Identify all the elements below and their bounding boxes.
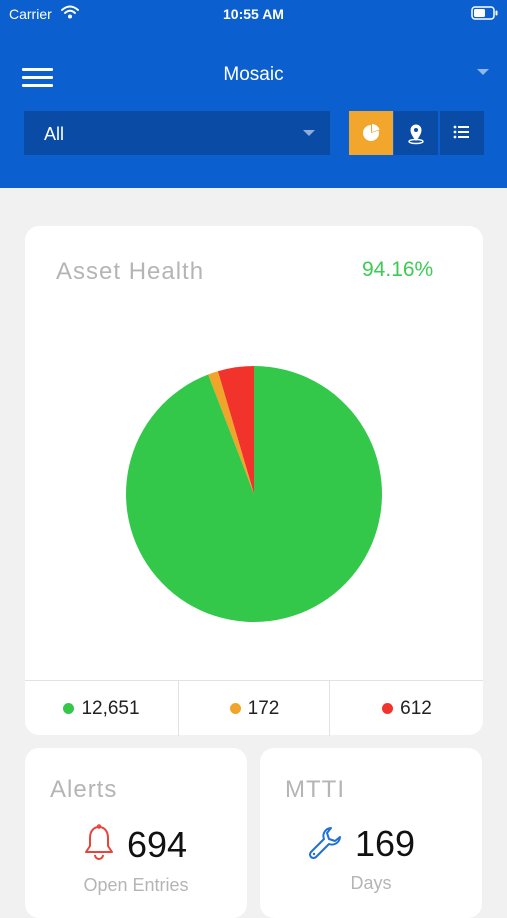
alerts-title: Alerts [50, 776, 118, 803]
app-header: Carrier 10:55 AM Mosaic All [0, 0, 507, 188]
legend-dot-warning [229, 703, 241, 714]
filter-select[interactable]: All [24, 111, 330, 155]
hamburger-menu-icon[interactable] [22, 66, 54, 88]
asset-health-pie-chart [25, 226, 483, 681]
wifi-icon [61, 5, 79, 22]
mtti-title: MTTI [285, 776, 345, 803]
pie-chart-view-button[interactable] [349, 111, 393, 155]
asset-health-title: Asset Health [56, 258, 205, 285]
asset-health-card[interactable]: Asset Health 94.16% 12,651 172 612 [25, 226, 483, 736]
list-view-button[interactable] [440, 111, 484, 155]
bell-icon [83, 824, 115, 867]
mtti-value: 169 [355, 823, 416, 864]
pie-slice-healthy[interactable] [126, 366, 382, 622]
map-pin-icon [408, 124, 424, 145]
alerts-value: 694 [127, 824, 188, 865]
legend-item-warning[interactable]: 172 [178, 681, 330, 736]
chevron-down-icon[interactable] [477, 69, 489, 75]
legend-item-critical[interactable]: 612 [329, 681, 484, 736]
legend-value-healthy: 12,651 [81, 697, 140, 719]
map-view-button[interactable] [394, 111, 438, 155]
asset-health-legend: 12,651 172 612 [25, 680, 483, 736]
legend-item-healthy[interactable]: 12,651 [25, 681, 178, 736]
legend-dot-healthy [63, 703, 75, 714]
legend-dot-critical [382, 703, 394, 714]
asset-health-percent: 94.16% [362, 258, 434, 281]
pie-slice-warning[interactable] [208, 371, 254, 494]
mtti-card[interactable]: MTTI 169 Days [260, 748, 482, 918]
status-bar: Carrier 10:55 AM [0, 0, 507, 30]
list-icon [453, 125, 469, 139]
app-title: Mosaic [223, 64, 284, 85]
pie-chart-svg [126, 366, 382, 622]
mtti-caption: Days [350, 873, 392, 893]
legend-value-critical: 612 [400, 697, 432, 719]
pie-slice-critical[interactable] [217, 366, 254, 494]
alerts-card[interactable]: Alerts 694 Open Entries [25, 748, 247, 918]
wrench-icon [307, 825, 343, 866]
status-time: 10:55 AM [223, 6, 284, 22]
alerts-caption: Open Entries [83, 875, 189, 895]
carrier-label: Carrier [9, 6, 52, 22]
legend-value-warning: 172 [247, 697, 280, 719]
battery-icon [471, 6, 499, 23]
dropdown-caret-icon [303, 130, 315, 136]
pie-chart-icon [363, 124, 380, 141]
filter-select-value: All [44, 124, 65, 144]
